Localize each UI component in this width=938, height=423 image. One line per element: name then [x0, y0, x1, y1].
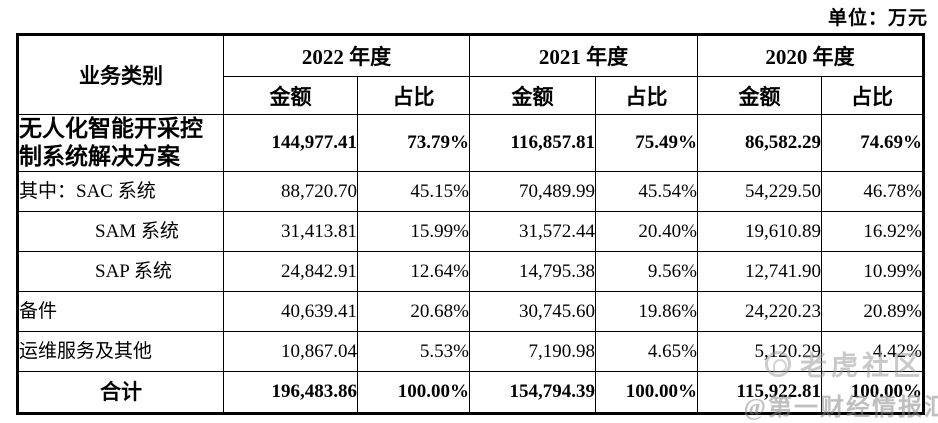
cell-amount-2020: 12,741.90	[697, 251, 822, 293]
cell-ratio-2021: 4.65%	[595, 331, 698, 373]
cell-amount-2022: 24,842.91	[223, 251, 358, 293]
cell-amount-2021: 70,489.99	[469, 171, 596, 213]
cell-ratio-2020: 10.99%	[821, 251, 924, 293]
cell-amount-2021: 30,745.60	[469, 291, 596, 333]
cell-ratio-2020: 46.78%	[821, 171, 924, 213]
cell-ratio-2022: 73.79%	[357, 113, 470, 173]
row-label: 运维服务及其他	[17, 331, 224, 373]
column-header-ratio-2020: 占比	[821, 76, 924, 115]
cell-amount-2020: 86,582.29	[697, 113, 822, 173]
table-row-solution: 无人化智能开采控制系统解决方案 144,977.41 73.79% 116,85…	[17, 113, 924, 173]
table-row-total: 合计 196,483.86 100.00% 154,794.39 100.00%…	[17, 371, 924, 415]
column-header-ratio-2021: 占比	[595, 76, 698, 115]
column-header-year-2022: 2022 年度	[223, 34, 470, 77]
cell-ratio-2021: 19.86%	[595, 291, 698, 333]
column-header-year-2021: 2021 年度	[469, 34, 698, 77]
cell-amount-2021: 31,572.44	[469, 211, 596, 253]
cell-ratio-2020: 16.92%	[821, 211, 924, 253]
cell-ratio-2022: 5.53%	[357, 331, 470, 373]
cell-amount-2022: 40,639.41	[223, 291, 358, 333]
cell-ratio-2020: 74.69%	[821, 113, 924, 173]
cell-amount-2020: 19,610.89	[697, 211, 822, 253]
cell-ratio-2021: 9.56%	[595, 251, 698, 293]
column-header-amount-2020: 金额	[697, 76, 822, 115]
cell-amount-2021: 7,190.98	[469, 331, 596, 373]
cell-ratio-2020: 100.00%	[821, 371, 924, 415]
cell-amount-2022: 144,977.41	[223, 113, 358, 173]
cell-amount-2020: 24,220.23	[697, 291, 822, 333]
column-header-ratio-2022: 占比	[357, 76, 470, 115]
row-label: 其中：SAC 系统	[17, 171, 224, 213]
cell-ratio-2022: 100.00%	[357, 371, 470, 415]
cell-amount-2022: 196,483.86	[223, 371, 358, 415]
row-label: 备件	[17, 291, 224, 333]
cell-ratio-2021: 20.40%	[595, 211, 698, 253]
unit-label: 单位：万元	[827, 8, 928, 29]
cell-amount-2022: 31,413.81	[223, 211, 358, 253]
column-header-amount-2022: 金额	[223, 76, 358, 115]
cell-amount-2022: 10,867.04	[223, 331, 358, 373]
cell-amount-2021: 154,794.39	[469, 371, 596, 415]
cell-amount-2021: 14,795.38	[469, 251, 596, 293]
column-header-year-2020: 2020 年度	[697, 34, 924, 77]
cell-amount-2020: 54,229.50	[697, 171, 822, 213]
row-label: 无人化智能开采控制系统解决方案	[17, 113, 224, 173]
cell-amount-2020: 5,120.29	[697, 331, 822, 373]
table-row-sac: 其中：SAC 系统 88,720.70 45.15% 70,489.99 45.…	[17, 171, 924, 213]
cell-ratio-2021: 75.49%	[595, 113, 698, 173]
cell-amount-2022: 88,720.70	[223, 171, 358, 213]
cell-ratio-2020: 20.89%	[821, 291, 924, 333]
row-label: SAM 系统	[17, 211, 224, 253]
cell-amount-2020: 115,922.81	[697, 371, 822, 415]
row-label: SAP 系统	[17, 251, 224, 293]
table-row-sap: SAP 系统 24,842.91 12.64% 14,795.38 9.56% …	[17, 251, 924, 293]
column-header-category: 业务类别	[17, 34, 224, 115]
cell-ratio-2020: 4.42%	[821, 331, 924, 373]
table-row-sam: SAM 系统 31,413.81 15.99% 31,572.44 20.40%…	[17, 211, 924, 253]
table-row-spares: 备件 40,639.41 20.68% 30,745.60 19.86% 24,…	[17, 291, 924, 333]
cell-ratio-2022: 20.68%	[357, 291, 470, 333]
cell-ratio-2022: 12.64%	[357, 251, 470, 293]
business-revenue-table: 业务类别 2022 年度 2021 年度 2020 年度 金额 占比 金额 占比…	[16, 33, 925, 416]
header-row-years: 业务类别 2022 年度 2021 年度 2020 年度	[17, 34, 924, 115]
cell-ratio-2022: 15.99%	[357, 211, 470, 253]
cell-ratio-2021: 100.00%	[595, 371, 698, 415]
column-header-amount-2021: 金额	[469, 76, 596, 115]
cell-ratio-2021: 45.54%	[595, 171, 698, 213]
cell-amount-2021: 116,857.81	[469, 113, 596, 173]
table-row-services: 运维服务及其他 10,867.04 5.53% 7,190.98 4.65% 5…	[17, 331, 924, 373]
row-label-total: 合计	[17, 371, 224, 415]
cell-ratio-2022: 45.15%	[357, 171, 470, 213]
